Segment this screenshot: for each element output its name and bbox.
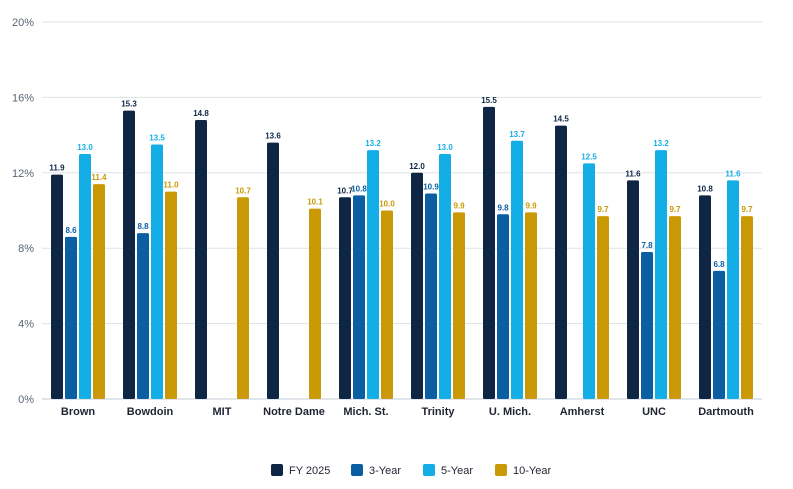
data-label: 10.8 [351, 184, 367, 193]
bar [511, 140, 523, 399]
data-label: 12.5 [581, 152, 597, 161]
bar [381, 210, 393, 399]
data-label: 8.8 [137, 222, 149, 231]
bar [699, 195, 711, 399]
y-tick-label: 20% [12, 17, 34, 29]
bar [65, 236, 77, 399]
bar [597, 216, 609, 399]
data-label: 10.0 [379, 200, 395, 209]
data-label: 11.9 [49, 164, 65, 173]
bar [165, 191, 177, 399]
data-label: 13.7 [509, 130, 525, 139]
bar [309, 208, 321, 399]
x-tick-label: U. Mich. [489, 406, 531, 418]
data-label: 9.7 [669, 205, 681, 214]
data-label: 12.0 [409, 162, 425, 171]
data-label: 14.5 [553, 115, 569, 124]
data-label: 15.3 [121, 100, 137, 109]
bar [123, 110, 135, 399]
bar [367, 150, 379, 399]
data-label: 11.0 [163, 181, 179, 190]
x-tick-label: Bowdoin [127, 406, 174, 418]
x-tick-label: Dartmouth [698, 406, 754, 418]
bar [483, 106, 495, 399]
legend-swatch [495, 464, 507, 476]
y-tick-label: 4% [18, 319, 34, 331]
data-label: 14.8 [193, 109, 209, 118]
data-label: 9.8 [497, 203, 509, 212]
legend-label: 3-Year [369, 465, 401, 477]
x-tick-label: MIT [213, 406, 232, 418]
legend-swatch [423, 464, 435, 476]
data-label: 9.9 [453, 201, 465, 210]
data-label: 11.6 [625, 169, 641, 178]
data-label: 10.9 [423, 183, 439, 192]
data-label: 15.5 [481, 96, 497, 105]
data-label: 10.7 [337, 186, 353, 195]
bar [151, 144, 163, 399]
bar [425, 193, 437, 399]
bar [453, 212, 465, 399]
x-tick-label: Trinity [421, 406, 455, 418]
bar [713, 270, 725, 399]
x-tick-label: Mich. St. [343, 406, 388, 418]
bar [741, 216, 753, 399]
data-label: 13.5 [149, 134, 165, 143]
bar [79, 153, 91, 399]
x-tick-label: Notre Dame [263, 406, 325, 418]
data-label: 7.8 [641, 241, 653, 250]
bar [195, 120, 207, 400]
data-label: 6.8 [713, 260, 725, 269]
bar [339, 197, 351, 399]
legend-swatch [271, 464, 283, 476]
data-label: 10.8 [697, 184, 713, 193]
x-tick-label: Brown [61, 406, 96, 418]
bar [439, 153, 451, 399]
bar [411, 172, 423, 399]
x-tick-label: UNC [642, 406, 666, 418]
data-label: 13.2 [365, 139, 381, 148]
legend-label: 10-Year [513, 465, 551, 477]
y-tick-label: 12% [12, 168, 34, 180]
bar [497, 214, 509, 399]
data-label: 13.6 [265, 132, 281, 141]
bar [655, 150, 667, 399]
bar [583, 163, 595, 399]
bar [51, 174, 63, 399]
data-label: 9.9 [525, 201, 537, 210]
data-label: 11.4 [91, 173, 107, 182]
bar [137, 233, 149, 399]
bar [727, 180, 739, 399]
bar [237, 197, 249, 399]
bar [555, 125, 567, 400]
data-label: 13.0 [437, 143, 453, 152]
bar [641, 251, 653, 399]
y-tick-label: 0% [18, 394, 34, 406]
data-label: 10.1 [307, 198, 323, 207]
data-label: 13.2 [653, 139, 669, 148]
y-tick-label: 8% [18, 243, 34, 255]
legend-swatch [351, 464, 363, 476]
bar [669, 216, 681, 399]
legend-label: 5-Year [441, 465, 473, 477]
data-label: 10.7 [235, 186, 251, 195]
data-label: 9.7 [741, 205, 753, 214]
data-label: 8.6 [65, 226, 77, 235]
bar [93, 184, 105, 399]
legend-label: FY 2025 [289, 465, 330, 477]
bar [353, 195, 365, 399]
y-tick-label: 16% [12, 92, 34, 104]
bar [525, 212, 537, 399]
data-label: 9.7 [597, 205, 609, 214]
bar [627, 180, 639, 399]
x-tick-label: Amherst [560, 406, 605, 418]
data-label: 11.6 [725, 169, 741, 178]
data-label: 13.0 [77, 143, 93, 152]
bar [267, 142, 279, 399]
